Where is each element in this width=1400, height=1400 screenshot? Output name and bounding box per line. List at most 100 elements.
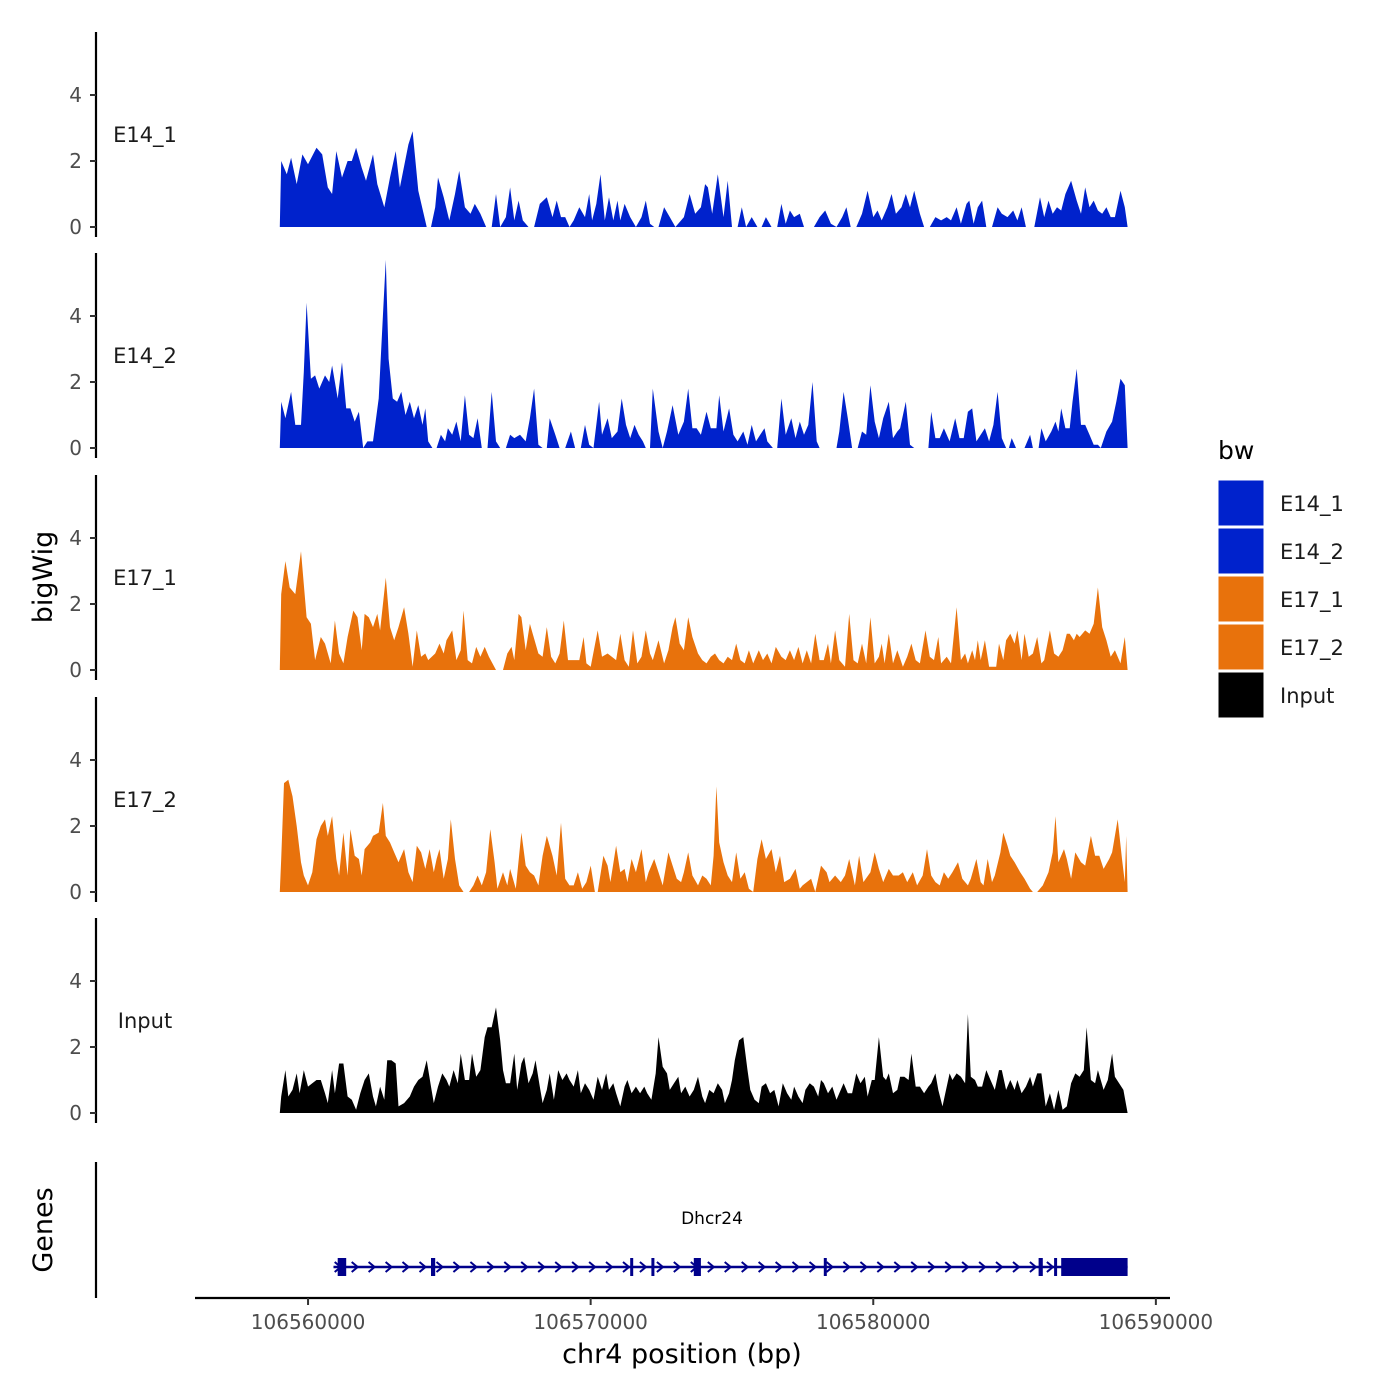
coverage-area-E17_2 <box>279 779 1128 892</box>
strand-arrow <box>859 1261 868 1273</box>
gene-exon <box>1054 1258 1058 1276</box>
x-tick-label: 106560000 <box>251 1310 366 1334</box>
track-E17_1: 0 2 4 E17_1 <box>69 475 1128 682</box>
strand-arrow <box>724 1261 733 1273</box>
strand-arrow <box>808 1261 818 1273</box>
genes-panel-title: Genes <box>28 1187 59 1272</box>
strand-arrow <box>774 1261 784 1273</box>
y-tick-label: 2 <box>69 149 82 173</box>
y-tick-label: 2 <box>69 814 82 838</box>
legend: bw E14_1 E14_2 E17_1 E17_2 Input <box>1217 436 1344 719</box>
strand-arrow <box>978 1261 987 1273</box>
genes-panel: Dhcr24 <box>94 1162 1128 1298</box>
strand-arrow <box>605 1261 614 1273</box>
strand-arrow <box>791 1261 801 1273</box>
legend-swatch <box>1217 527 1265 575</box>
legend-title: bw <box>1218 436 1254 465</box>
strand-arrow <box>639 1261 648 1273</box>
strand-arrow <box>418 1261 428 1273</box>
coverage-area-Input <box>279 1007 1128 1113</box>
legend-label: Input <box>1280 684 1334 708</box>
strand-arrow <box>486 1261 495 1273</box>
y-tick-label: 0 <box>69 658 82 682</box>
legend-swatch <box>1217 479 1265 527</box>
strand-arrow <box>554 1261 563 1273</box>
y-tick-label: 4 <box>69 83 82 107</box>
legend-item-E14_1: E14_1 <box>1217 479 1344 527</box>
x-tick-label: 106590000 <box>1099 1310 1214 1334</box>
x-axis: 106560000 106570000 106580000 106590000 <box>195 1296 1214 1334</box>
x-tick-label: 106570000 <box>533 1310 648 1334</box>
strand-arrow <box>384 1261 394 1273</box>
coverage-area-E14_1 <box>279 131 1128 227</box>
coverage-area-E14_2 <box>279 259 1128 448</box>
gene-exon <box>630 1258 634 1276</box>
track-label: E17_1 <box>113 566 177 591</box>
legend-label: E17_1 <box>1280 588 1344 613</box>
y-tick-label: 4 <box>69 304 82 328</box>
strand-arrow <box>656 1261 665 1273</box>
y-tick-label: 2 <box>69 592 82 616</box>
legend-item-E17_2: E17_2 <box>1217 623 1344 671</box>
track-label: E17_2 <box>113 788 177 813</box>
strand-arrow <box>927 1261 936 1273</box>
y-tick-label: 0 <box>69 436 82 460</box>
legend-item-E17_1: E17_1 <box>1217 575 1344 623</box>
strand-arrow <box>1012 1261 1021 1273</box>
x-tick-label: 106580000 <box>816 1310 931 1334</box>
gene-name-label: Dhcr24 <box>681 1209 743 1229</box>
gene-exon <box>1038 1258 1043 1276</box>
legend-item-Input: Input <box>1217 671 1334 719</box>
strand-arrow <box>673 1261 682 1273</box>
legend-swatch <box>1217 575 1265 623</box>
strand-arrow <box>961 1261 970 1273</box>
strand-arrow <box>469 1261 478 1273</box>
strand-arrow <box>1046 1261 1055 1273</box>
strand-arrow <box>367 1261 377 1273</box>
coverage-area-E17_1 <box>279 551 1128 670</box>
strand-arrow <box>825 1261 835 1273</box>
strand-arrow <box>503 1261 512 1273</box>
strand-arrow <box>757 1261 767 1273</box>
strand-arrow <box>435 1261 445 1273</box>
legend-label: E14_1 <box>1280 492 1344 517</box>
gene-exon <box>823 1258 827 1276</box>
y-tick-label: 0 <box>69 215 82 239</box>
strand-arrow <box>537 1261 546 1273</box>
strand-arrow <box>588 1261 597 1273</box>
track-E17_2: 0 2 4 E17_2 <box>69 697 1128 904</box>
legend-label: E17_2 <box>1280 636 1344 661</box>
strand-arrow <box>741 1261 750 1273</box>
x-axis-title: chr4 position (bp) <box>562 1339 802 1370</box>
gene-exon <box>693 1258 701 1276</box>
y-tick-label: 2 <box>69 370 82 394</box>
bigwig-tracks: 0 2 4 E14_1 0 2 4 E14_2 0 2 4 E17_1 0 2 4 E17_2 0 2 4 Input <box>69 32 1128 1125</box>
strand-arrow <box>1029 1261 1038 1273</box>
strand-arrow <box>571 1261 580 1273</box>
track-label: Input <box>118 1009 172 1033</box>
strand-arrow <box>401 1261 411 1273</box>
track-label: E14_2 <box>113 344 177 369</box>
legend-item-E14_2: E14_2 <box>1217 527 1344 575</box>
legend-swatch <box>1217 671 1265 719</box>
y-tick-label: 4 <box>69 748 82 772</box>
legend-swatch <box>1217 623 1265 671</box>
strand-arrow <box>995 1261 1004 1273</box>
gene-exon <box>1061 1258 1128 1276</box>
track-label: E14_1 <box>113 123 177 148</box>
strand-arrow <box>452 1261 461 1273</box>
track-Input: 0 2 4 Input <box>69 918 1128 1125</box>
gene-exon <box>431 1258 436 1276</box>
strand-arrow <box>910 1261 919 1273</box>
strand-arrow <box>351 1261 360 1273</box>
strand-arrow <box>842 1261 851 1273</box>
y-tick-label: 4 <box>69 969 82 993</box>
legend-label: E14_2 <box>1280 540 1344 565</box>
strand-arrow <box>893 1261 902 1273</box>
strand-arrow <box>876 1261 885 1273</box>
y-tick-label: 0 <box>69 1101 82 1125</box>
y-tick-label: 2 <box>69 1035 82 1059</box>
gene-model <box>333 1258 1128 1276</box>
